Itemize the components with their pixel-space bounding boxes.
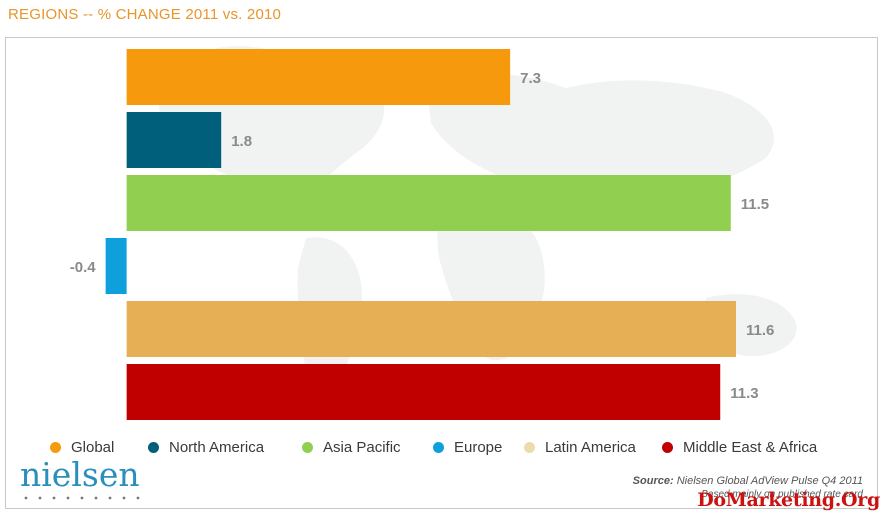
bar-plot: 7.3 1.8 11.5 -0.4 11.6 11.3	[70, 49, 774, 420]
bar-north-america	[126, 112, 222, 168]
legend: Global North America Asia Pacific Europe Lat…	[50, 437, 870, 457]
legend-item: Middle East & Africa	[662, 437, 817, 457]
legend-swatch	[148, 441, 159, 453]
data-label: 11.6	[746, 322, 774, 339]
watermark: DoMarketing.Org	[697, 489, 880, 511]
legend-swatch	[524, 441, 535, 453]
legend-swatch	[433, 441, 444, 453]
data-label: -0.4	[70, 259, 97, 276]
legend-swatch	[662, 441, 673, 453]
legend-item: Europe	[433, 437, 502, 457]
logo-dots	[24, 496, 140, 500]
legend-label: Middle East & Africa	[683, 438, 818, 456]
source-label: Source:	[632, 475, 674, 487]
bar-middle-east-africa	[126, 364, 721, 420]
data-label: 11.3	[730, 385, 758, 402]
legend-swatch	[50, 441, 61, 453]
legend-label: Global	[71, 438, 115, 456]
legend-item: North America	[148, 437, 264, 457]
source-note: Based mainly on published rate card	[701, 489, 863, 500]
bar-latin-america	[126, 301, 736, 357]
legend-item: Asia Pacific	[302, 437, 401, 457]
legend-swatch	[302, 441, 313, 453]
nielsen-logo: nielsen	[20, 458, 140, 500]
svg-text:nielsen: nielsen	[20, 458, 140, 494]
chart-panel: 7.3 1.8 11.5 -0.4 11.6 11.3 Global North Ameri…	[5, 37, 878, 509]
data-label: 1.8	[231, 133, 252, 150]
legend-label: North America	[169, 438, 265, 456]
legend-label: Asia Pacific	[323, 438, 401, 456]
legend-item: Global	[50, 437, 114, 457]
bar-global	[126, 49, 511, 105]
data-label: 7.3	[520, 70, 541, 87]
bar-asia-pacific	[126, 175, 731, 231]
source-text: Nielsen Global AdView Pulse Q4 2011	[676, 475, 863, 487]
bar-europe	[105, 238, 127, 294]
legend-label: Latin America	[545, 438, 636, 456]
legend-label: Europe	[454, 438, 503, 456]
legend-item: Latin America	[524, 437, 636, 457]
source-block: Source: Nielsen Global AdView Pulse Q4 2…	[633, 475, 863, 500]
source-line: Source: Nielsen Global AdView Pulse Q4 2…	[633, 475, 863, 487]
chart-title: REGIONS -- % CHANGE 2011 vs. 2010	[8, 6, 282, 23]
data-label: 11.5	[741, 196, 769, 213]
